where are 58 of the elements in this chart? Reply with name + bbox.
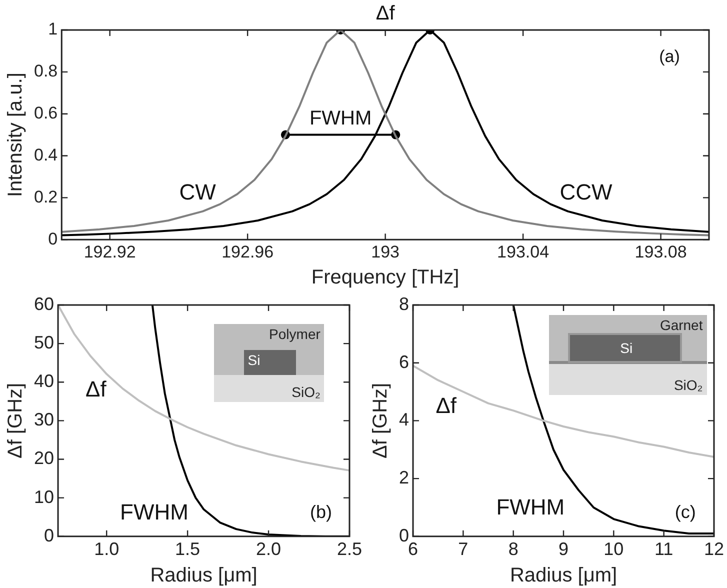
y-tick-label: 40 xyxy=(34,371,54,392)
x-axis-title: Radius [μm] xyxy=(510,564,618,587)
annotation: SiO₂ xyxy=(674,376,703,393)
series-label: FWHM xyxy=(120,499,188,524)
x-tick-label: 11 xyxy=(654,539,674,560)
y-tick-label: 0.6 xyxy=(34,104,58,123)
annotation: FWHM xyxy=(309,107,372,130)
annotation: Polymer xyxy=(269,326,320,342)
waveguide-cross-section: Polymer Si SiO₂ xyxy=(214,324,324,402)
annotation: (b) xyxy=(310,502,332,522)
y-tick-label: 8 xyxy=(398,294,410,314)
y-tick-label: 4 xyxy=(398,410,410,430)
annotation: (c) xyxy=(674,502,696,522)
series-label: CW xyxy=(179,180,216,205)
x-tick-label: 193 xyxy=(371,242,400,262)
annotation: Δf xyxy=(376,2,396,25)
x-tick-label: 193.08 xyxy=(634,242,687,262)
x-tick-label: 10 xyxy=(604,539,624,560)
y-tick-label: 0.4 xyxy=(34,145,58,164)
y-axis-title: Intensity [a.u.] xyxy=(4,72,27,198)
waveguide-cross-section: Garnet Si SiO₂ xyxy=(549,314,707,395)
y-tick-label: 0 xyxy=(44,525,54,546)
x-tick-label: 7 xyxy=(458,539,468,560)
annotation: Si xyxy=(620,340,633,356)
y-tick-label: 0.8 xyxy=(34,62,58,81)
y-tick-label: 1 xyxy=(48,20,58,39)
x-tick-label: 192.96 xyxy=(222,242,274,262)
x-tick-label: 9 xyxy=(558,539,569,560)
series-label: Δf xyxy=(86,376,108,402)
x-tick-label: 12 xyxy=(704,539,724,560)
y-tick-label: 50 xyxy=(34,332,54,353)
y-tick-label: 30 xyxy=(34,410,54,430)
series-label: FWHM xyxy=(496,494,565,520)
x-tick-label: 193.04 xyxy=(497,242,550,262)
annotation: Garnet xyxy=(660,316,703,333)
x-axis-title: Radius [μm] xyxy=(150,564,258,587)
series-label: CCW xyxy=(560,180,612,205)
x-axis-title: Frequency [THz] xyxy=(311,266,460,289)
annotation: Si xyxy=(248,352,260,368)
x-tick-label: 1.0 xyxy=(94,539,120,560)
y-tick-label: 2 xyxy=(398,468,410,488)
x-tick-label: 8 xyxy=(508,539,518,560)
x-tick-label: 2.5 xyxy=(336,539,362,560)
x-tick-label: 192.92 xyxy=(84,242,136,262)
y-tick-label: 6 xyxy=(398,352,410,372)
y-tick-label: 20 xyxy=(34,448,54,468)
y-tick-label: 10 xyxy=(34,486,54,507)
x-tick-label: 2.0 xyxy=(256,539,282,560)
y-axis-title: Δf [GHz] xyxy=(4,382,27,458)
annotation: SiO₂ xyxy=(292,384,320,400)
annotation: (a) xyxy=(659,46,680,66)
y-tick-label: 0.2 xyxy=(34,187,58,206)
series-label: Δf xyxy=(436,392,458,418)
y-tick-label: 60 xyxy=(34,294,54,314)
y-axis-title: Δf [GHz] xyxy=(370,382,392,458)
y-tick-label: 0 xyxy=(398,525,410,546)
x-tick-label: 1.5 xyxy=(175,539,200,560)
y-tick-label: 0 xyxy=(48,229,58,248)
